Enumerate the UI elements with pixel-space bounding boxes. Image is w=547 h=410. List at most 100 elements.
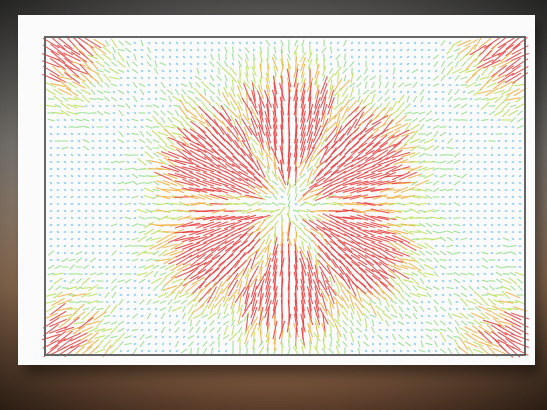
vector [467,321,475,325]
vector [126,160,130,164]
vector [170,262,184,272]
vector [357,149,375,161]
vector [124,181,132,185]
vector [399,69,403,73]
vector [164,276,176,286]
vector [188,187,208,193]
vector [105,286,109,290]
vector [312,162,322,176]
vector [397,94,405,104]
vector [473,60,483,68]
vector [147,342,151,346]
vector [96,73,104,83]
vector [467,90,475,94]
vector [287,347,291,355]
vector [231,319,235,327]
vector [138,175,146,177]
vector [405,285,411,291]
vector [244,329,250,345]
vector [49,125,53,129]
vector [474,97,482,101]
vector [481,66,489,76]
vector [217,171,235,181]
vector [488,110,496,116]
vector [433,180,439,186]
vector [518,167,522,171]
vector [242,113,252,127]
vector [378,269,396,279]
vector [339,259,351,275]
vector [334,274,342,288]
vector [384,88,390,96]
vector [483,59,501,69]
vector [300,56,306,72]
vector [315,184,333,196]
vector [119,349,123,353]
vector [469,160,473,164]
vector [420,314,424,318]
vector [96,318,104,328]
vector [119,76,123,80]
vector [461,61,467,67]
vector [342,194,362,200]
vector [211,208,227,214]
vector [301,292,305,312]
vector [252,331,256,343]
vector [223,287,229,303]
vector [195,179,215,187]
vector [322,74,326,82]
vector [386,263,402,271]
vector [467,314,475,318]
vector [411,300,419,304]
vector [138,223,146,227]
vector [317,161,331,177]
vector [57,51,73,63]
vector [272,110,278,130]
vector [209,193,229,201]
vector [406,335,410,339]
vector [45,293,57,297]
vector [318,265,330,283]
vector [329,170,347,182]
vector [250,322,258,338]
vector [69,278,75,284]
vector [474,52,482,62]
vector [164,125,176,129]
vector [231,186,249,194]
vector [294,214,298,222]
vector [501,290,511,300]
vector [350,349,354,353]
vector [329,333,333,341]
vector [406,349,410,353]
vector [273,336,277,352]
vector [273,154,277,170]
vector [211,156,227,168]
vector [337,156,353,168]
vector [464,39,478,47]
vector [161,151,179,159]
vector [387,123,401,131]
vector [189,128,207,140]
vector [197,260,213,274]
vector [504,325,522,335]
vector [188,228,208,236]
vector [294,299,298,319]
vector [232,240,248,252]
vector [266,313,270,333]
vector [160,89,166,95]
vector [117,181,125,185]
vector [374,107,386,119]
vector [210,41,214,45]
vector [479,321,491,325]
vector [250,306,258,326]
vector [329,214,347,222]
vector [171,215,183,221]
vector [116,60,126,68]
vector [308,177,326,189]
vector [226,266,240,282]
vector [153,285,159,291]
vector [196,240,214,252]
vector [340,281,350,295]
vector [462,160,466,164]
vector [126,321,130,325]
